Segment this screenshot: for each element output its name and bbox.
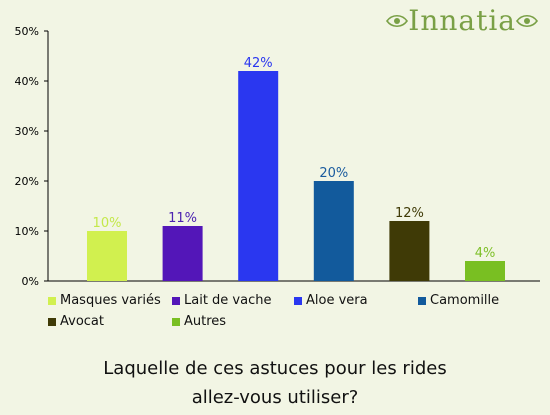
legend-item: Autres bbox=[172, 313, 294, 330]
y-tick-label: 20% bbox=[15, 175, 39, 188]
brand-logo: Innatia bbox=[386, 4, 538, 37]
bar-value-label: 4% bbox=[475, 246, 496, 261]
y-tick-label: 50% bbox=[15, 25, 39, 38]
chart-legend: Masques variés Lait de vache Aloe vera Camo… bbox=[48, 292, 548, 330]
bar-value-label: 42% bbox=[244, 56, 273, 71]
legend-swatch bbox=[48, 296, 56, 305]
leaf-eye-icon bbox=[386, 14, 409, 27]
chart-axes: 0% 10% 20% 30% 40% 50% bbox=[15, 25, 540, 288]
legend-label: Aloe vera bbox=[306, 293, 368, 308]
bar-5 bbox=[465, 261, 505, 281]
bar-4 bbox=[389, 221, 430, 281]
legend-item: Avocat bbox=[48, 313, 172, 330]
legend-swatch bbox=[294, 296, 302, 305]
legend-item: Camomille bbox=[418, 292, 542, 309]
legend-label: Avocat bbox=[60, 314, 104, 329]
leaf-eye-icon bbox=[516, 14, 538, 27]
legend-item: Aloe vera bbox=[294, 292, 418, 309]
y-tick-label: 10% bbox=[15, 225, 39, 238]
y-tick-label: 0% bbox=[22, 275, 39, 288]
poll-question: Laquelle de ces astuces pour les rides a… bbox=[0, 354, 550, 412]
legend-label: Autres bbox=[184, 314, 227, 329]
bar-2 bbox=[238, 71, 279, 281]
y-tick-label: 30% bbox=[15, 125, 39, 138]
legend-swatch bbox=[48, 317, 56, 326]
legend-swatch bbox=[172, 317, 180, 326]
question-line-2: allez-vous utiliser? bbox=[191, 387, 359, 408]
legend-item: Lait de vache bbox=[172, 292, 294, 309]
bar-value-label: 10% bbox=[93, 216, 122, 231]
brand-name: Innatia bbox=[408, 4, 516, 37]
question-line-1: Laquelle de ces astuces pour les rides bbox=[103, 358, 447, 379]
legend-item: Masques variés bbox=[48, 292, 172, 309]
bar-value-label: 20% bbox=[319, 166, 348, 181]
bar-value-label: 12% bbox=[395, 206, 424, 221]
y-tick-label: 40% bbox=[15, 75, 39, 88]
bar-0 bbox=[87, 231, 127, 281]
legend-label: Camomille bbox=[430, 293, 500, 308]
legend-label: Lait de vache bbox=[184, 293, 272, 308]
bar-1 bbox=[162, 226, 203, 281]
chart-bars: 10% 11% 42% 20% 12% 4% bbox=[87, 56, 505, 281]
legend-swatch bbox=[172, 296, 180, 305]
bar-value-label: 11% bbox=[168, 211, 197, 226]
legend-swatch bbox=[418, 296, 426, 305]
legend-label: Masques variés bbox=[60, 293, 161, 308]
bar-3 bbox=[313, 181, 354, 281]
